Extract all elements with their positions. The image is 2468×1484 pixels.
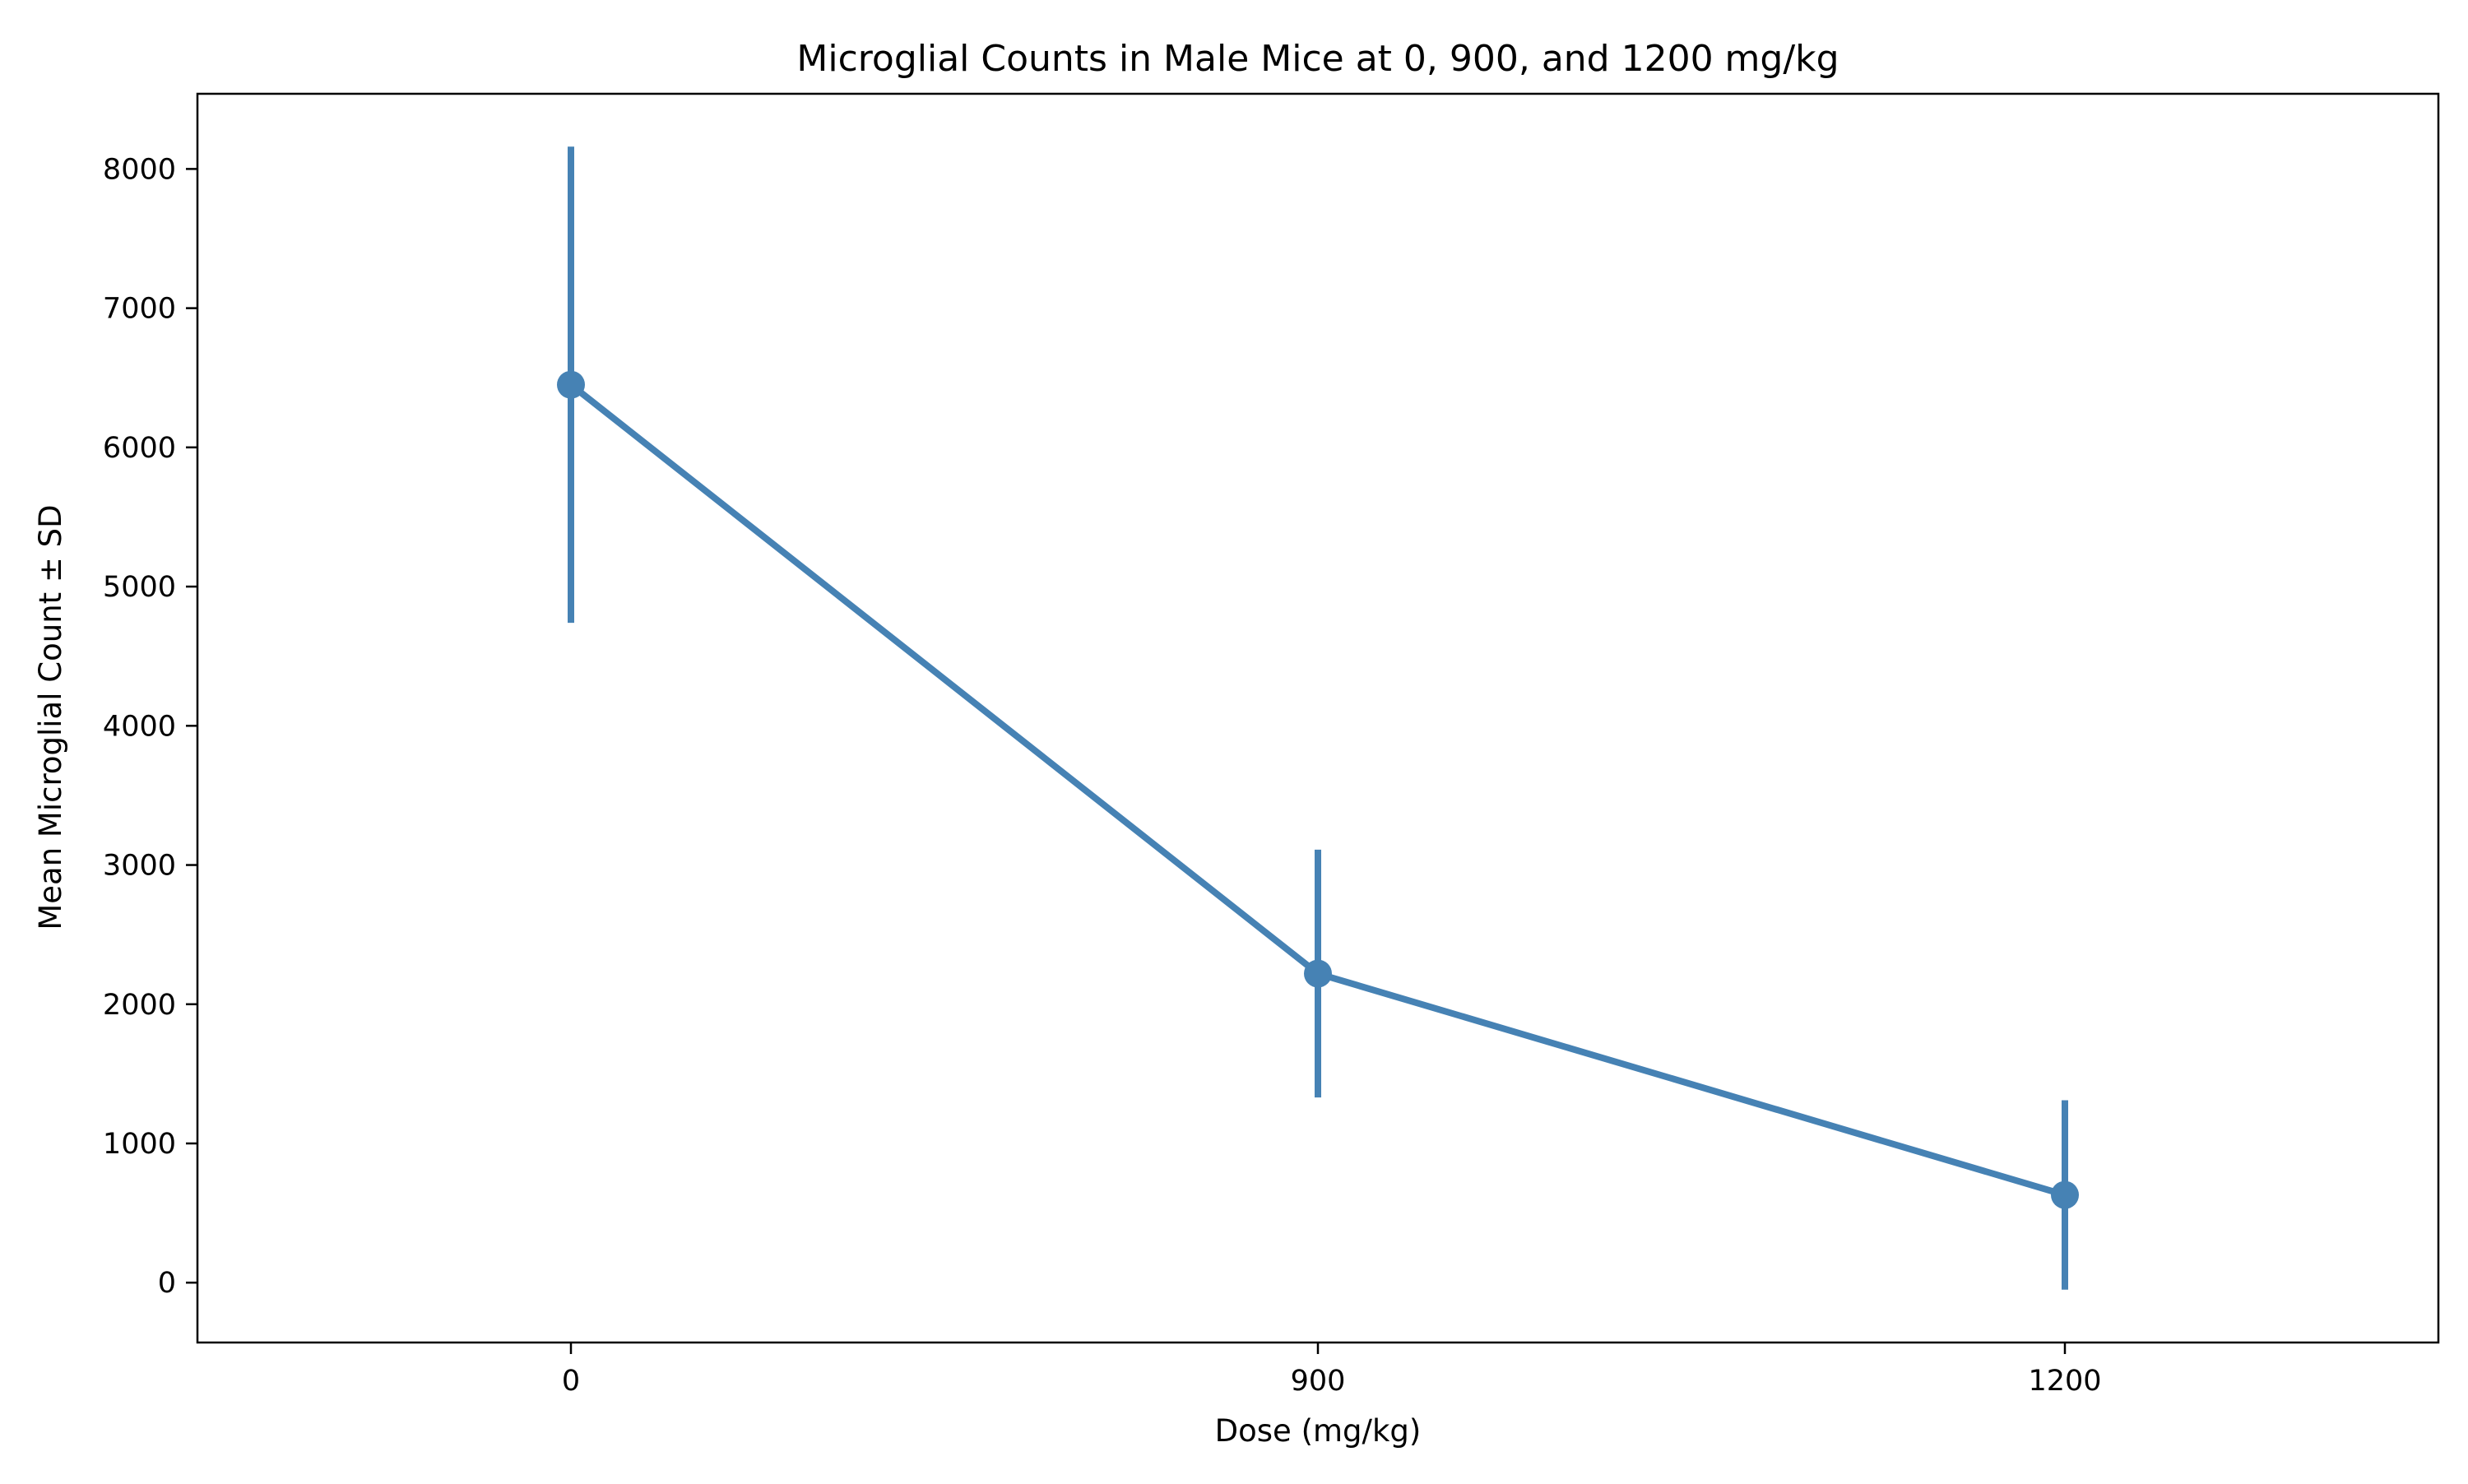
data-point [2051, 1180, 2079, 1209]
y-tick-label: 5000 [103, 571, 176, 604]
x-tick-label: 0 [562, 1365, 580, 1398]
x-tick-label: 1200 [2028, 1365, 2101, 1398]
x-tick-label: 900 [1291, 1365, 1346, 1398]
chart-title: Microglial Counts in Male Mice at 0, 900… [796, 38, 1839, 80]
y-tick-label: 1000 [103, 1128, 176, 1161]
y-tick-label: 7000 [103, 293, 176, 326]
y-tick-label: 6000 [103, 432, 176, 465]
ticks-layer: 0 1000 2000 3000 4000 5000 6000 7000 8000 0 900 120… [103, 153, 2102, 1398]
plot-frame [196, 92, 2440, 1344]
y-tick-label: 4000 [103, 710, 176, 743]
y-axis-label: Mean Microglial Count ± SD [33, 504, 68, 930]
y-tick-label: 0 [158, 1267, 176, 1300]
plot-layer [557, 146, 2079, 1290]
data-point [1304, 959, 1332, 988]
y-tick-label: 3000 [103, 850, 176, 883]
y-tick-label: 2000 [103, 989, 176, 1022]
data-point [557, 370, 585, 399]
y-tick-label: 8000 [103, 153, 176, 186]
x-axis-label: Dose (mg/kg) [1215, 1413, 1422, 1449]
